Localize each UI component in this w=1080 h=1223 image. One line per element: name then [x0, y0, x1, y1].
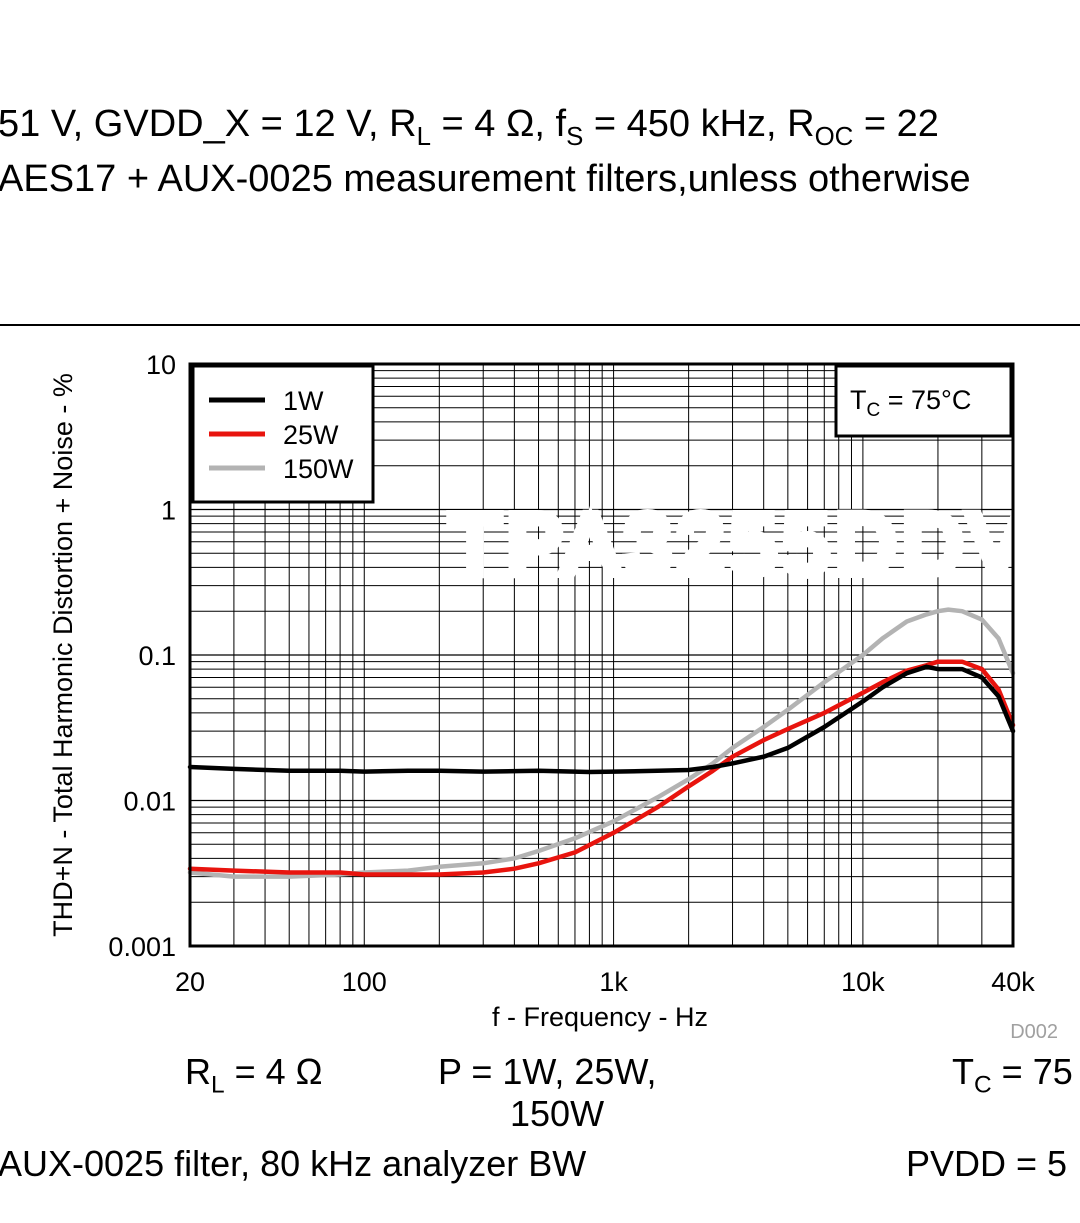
legend-label-25w: 25W — [283, 420, 339, 450]
conditions-text-b: = 4 Ω, f — [431, 103, 567, 145]
legend-box — [191, 364, 375, 504]
watermark: TPA3255DDV — [449, 497, 1030, 591]
caption-temperature-post: = 75 — [991, 1051, 1073, 1092]
caption-temperature-pre: T — [952, 1051, 974, 1092]
y-tick-label: 10 — [146, 350, 176, 380]
y-axis-label: THD+N - Total Harmonic Distortion + Nois… — [48, 373, 78, 937]
conditions-sub-oc: OC — [814, 123, 854, 152]
conditions-text-a: 51 V, GVDD_X = 12 V, R — [0, 103, 417, 145]
conditions-text-c: = 450 kHz, R — [583, 103, 815, 145]
caption-power-line-2: 150W — [510, 1093, 605, 1134]
x-tick-label: 40k — [991, 967, 1035, 997]
y-tick-label: 1 — [161, 496, 176, 526]
temperature-annotation-box — [834, 364, 1013, 438]
y-tick-label: 0.1 — [138, 641, 176, 671]
conditions-text-d: = 22 — [853, 103, 939, 145]
section-divider — [0, 324, 1080, 326]
caption-load: RL = 4 Ω — [185, 1054, 323, 1098]
conditions-line-2: AES17 + AUX-0025 measurement filters,unl… — [0, 158, 971, 200]
caption-pvdd: PVDD = 5 — [906, 1143, 1068, 1184]
x-axis-label: f - Frequency - Hz — [492, 1002, 708, 1032]
legend-label-150w: 150W — [283, 454, 354, 484]
y-tick-label: 0.001 — [108, 932, 176, 962]
conditions-sub-s: S — [566, 123, 584, 152]
x-tick-label: 10k — [841, 967, 885, 997]
conditions-line-1: 51 V, GVDD_X = 12 V, RL = 4 Ω, fS = 450 … — [0, 105, 939, 151]
y-tick-label: 0.01 — [123, 787, 176, 817]
temperature-annotation: TC = 75°C — [850, 385, 971, 421]
caption-load-post: = 4 Ω — [224, 1051, 323, 1092]
caption-filter: AUX-0025 filter, 80 kHz analyzer BW — [0, 1143, 587, 1184]
caption-temperature: TC = 75 — [952, 1054, 1073, 1098]
legend-label-1w: 1W — [283, 386, 324, 416]
caption-load-pre: R — [185, 1051, 211, 1092]
series-line-25w — [187, 659, 1016, 877]
x-tick-label: 1k — [599, 967, 628, 997]
figure-id: D002 — [1010, 1021, 1058, 1043]
series-line-150w — [187, 607, 1016, 879]
series-line-1w — [187, 664, 1016, 775]
x-tick-label: 100 — [342, 967, 387, 997]
x-tick-label: 20 — [175, 967, 205, 997]
conditions-sub-l: L — [416, 123, 431, 152]
caption-temperature-sub: C — [974, 1071, 992, 1099]
plot-frame — [188, 362, 1015, 948]
caption-power-line-1: P = 1W, 25W, — [438, 1051, 657, 1092]
caption-load-sub: L — [211, 1071, 225, 1099]
